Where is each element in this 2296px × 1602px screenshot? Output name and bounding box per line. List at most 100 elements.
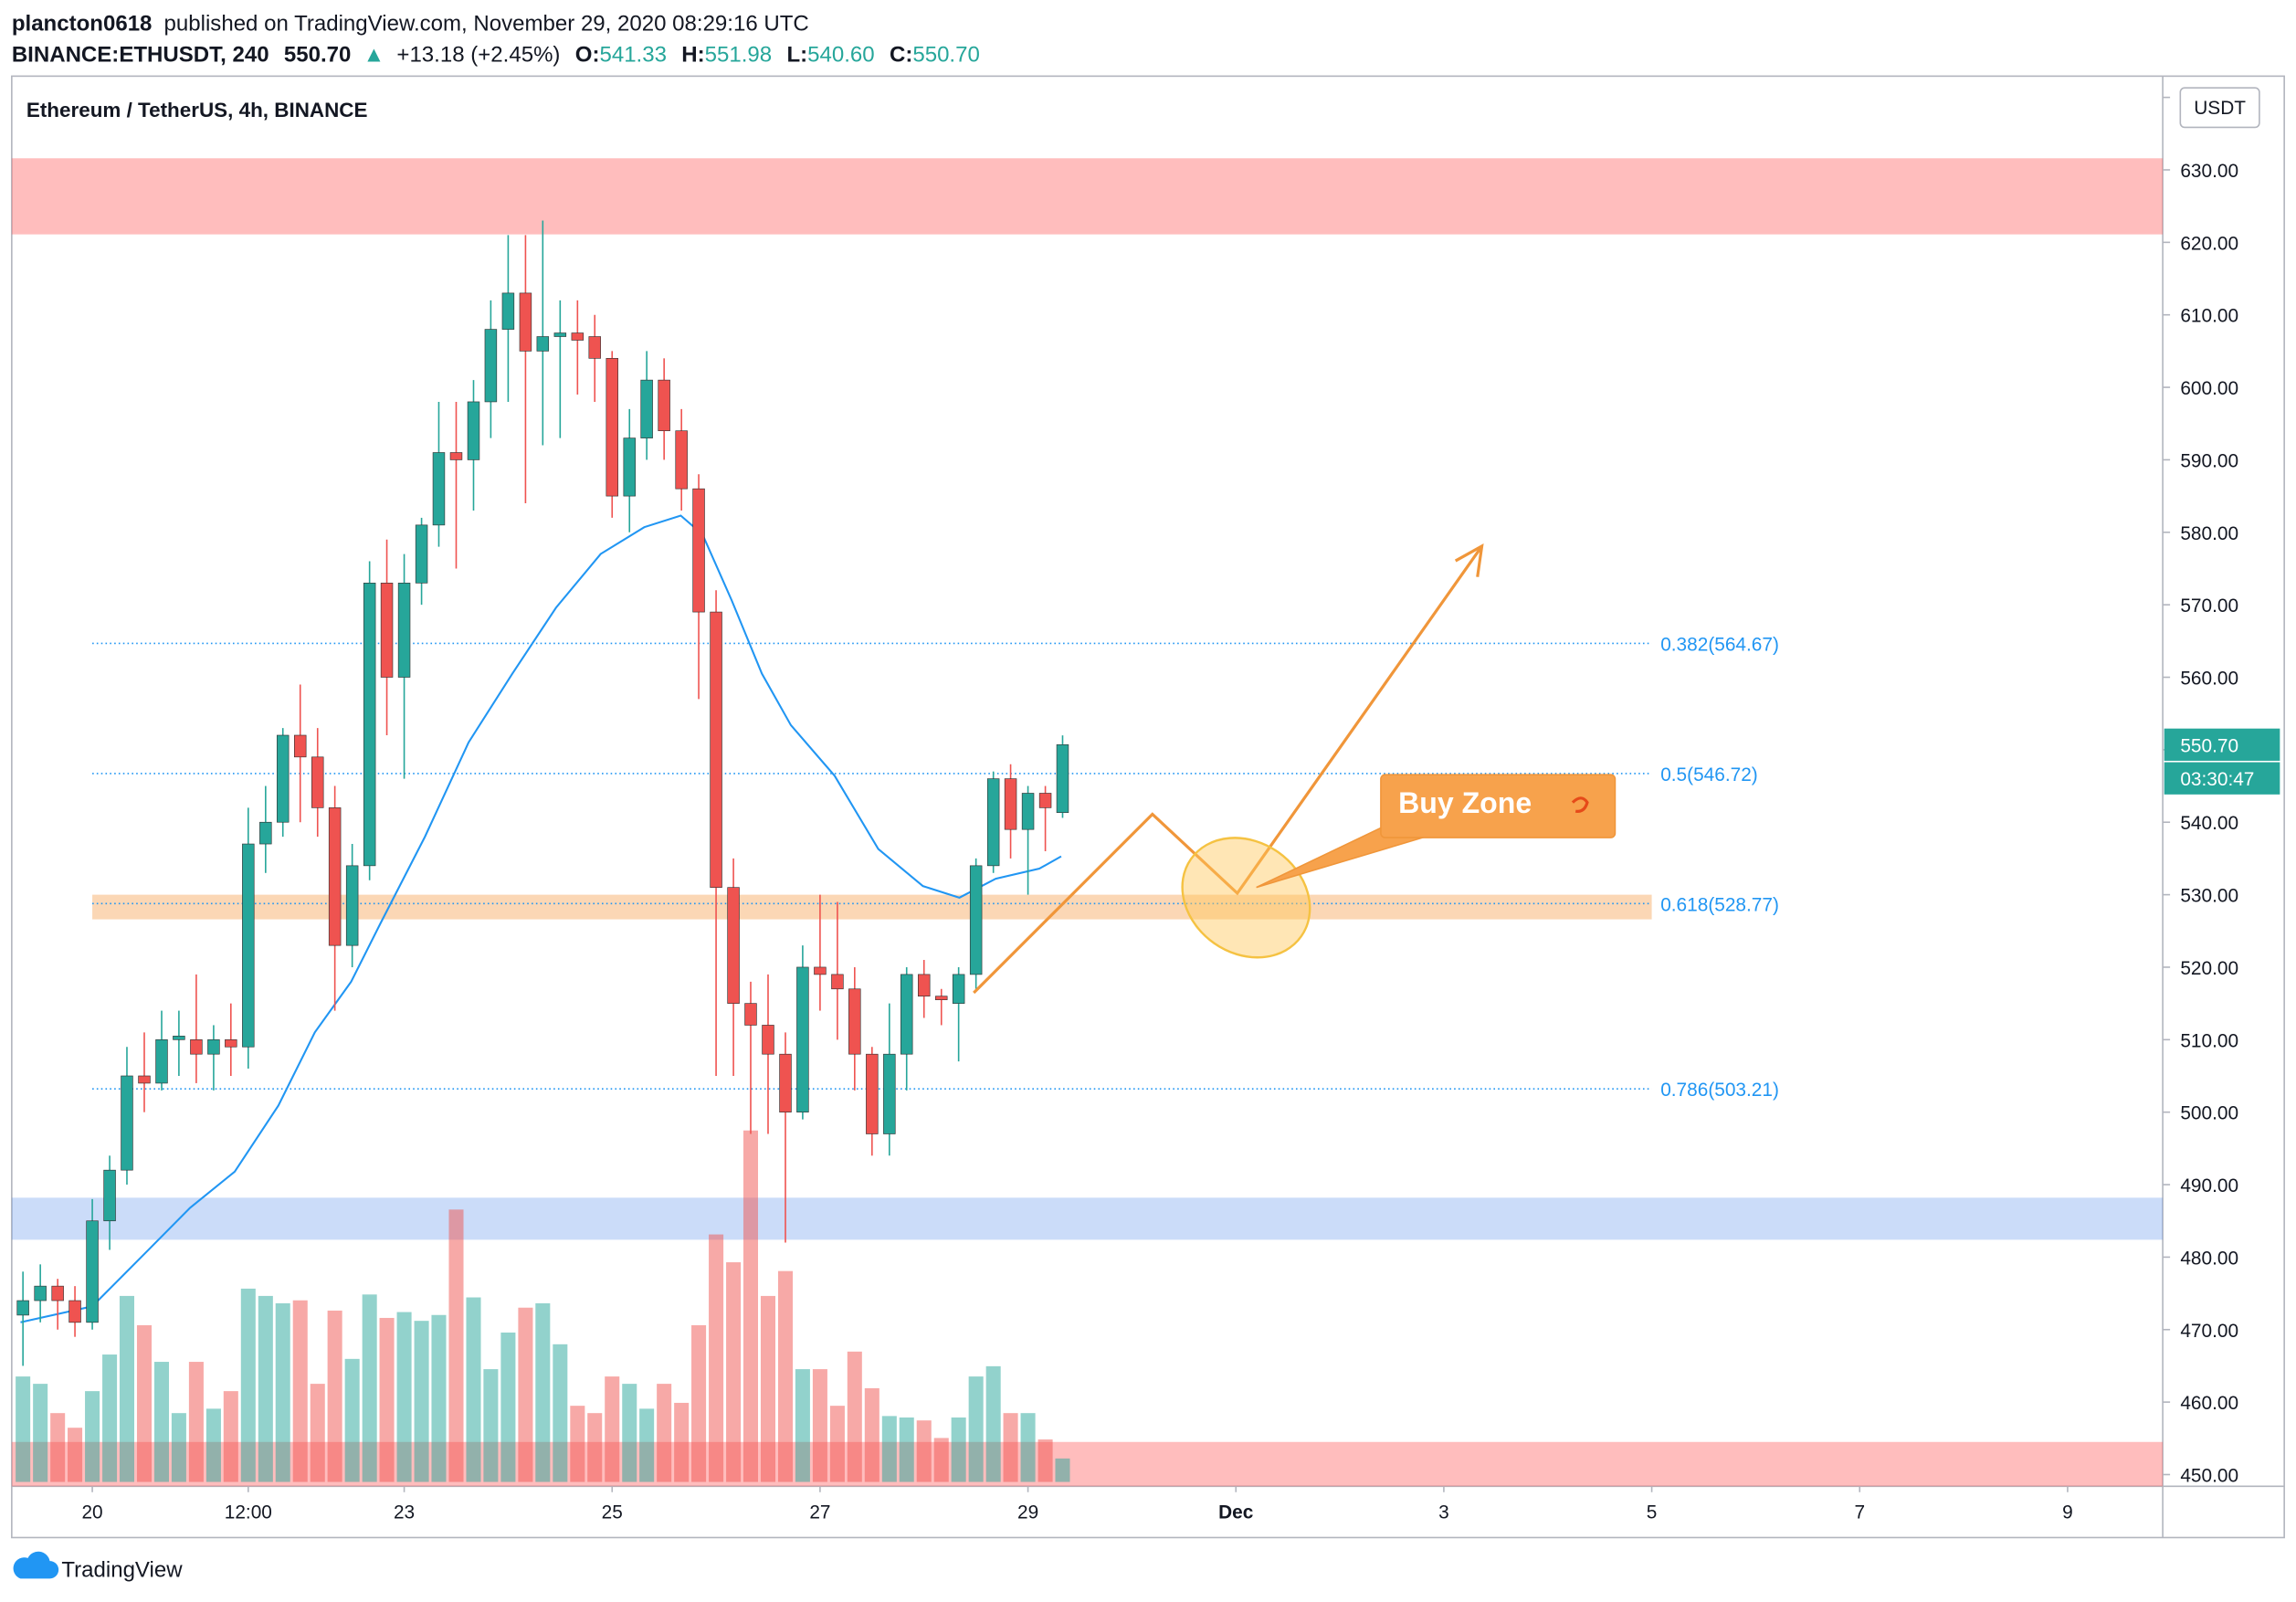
volume-bar [691,1324,707,1482]
candle-body [484,329,498,403]
volume-bar [726,1262,742,1482]
candle-body [900,974,913,1055]
axes: 450.00 460.00 470.00 480.00 490.00 500.00 510.… [81,89,2280,1523]
last-price: 550.70 [284,42,352,67]
candle-body [259,821,272,845]
candle-body [86,1220,99,1323]
zone [92,894,1652,920]
y-tick-label: 530.00 [2180,886,2238,907]
candle-body [155,1038,168,1084]
candle-body [51,1285,64,1302]
candle-body [952,974,965,1004]
candle-body [814,966,827,975]
published: published on TradingView.com, November 2… [164,12,809,37]
y-tick-label: 570.00 [2180,595,2238,617]
x-tick-label: 20 [81,1502,102,1523]
ohlc-label: C: [890,42,912,67]
ohlc-label: O: [575,42,600,67]
x-tick-label: 27 [809,1502,830,1523]
x-tick-label: 5 [1647,1502,1658,1523]
candle-body [571,332,585,341]
author: plancton0618 [12,12,153,37]
volume-bar [431,1314,447,1482]
ohlc-value: 550.70 [912,42,980,67]
countdown-box [2164,762,2280,795]
volume-bar [605,1376,620,1482]
fib-label: 0.786(503.21) [1660,1080,1779,1101]
callout-icon [1571,796,1589,814]
volume-bar [483,1369,499,1482]
ohlc-value: 551.98 [705,42,773,67]
candle-body [345,865,359,946]
ohlc-value: 541.33 [599,42,667,67]
volume-bar [674,1402,690,1482]
y-tick-label: 480.00 [2180,1248,2238,1269]
volume-bar [709,1234,724,1482]
volume-bar [205,1408,221,1482]
volume-bar [881,1416,897,1482]
x-tick-label: 12:00 [225,1502,272,1523]
y-tick-label: 490.00 [2180,1175,2238,1196]
candle-body [1021,793,1035,830]
chart-frame [11,75,2285,1539]
y-tick-label: 540.00 [2180,813,2238,834]
callout-box [1380,774,1617,838]
candle-body [276,734,290,823]
volume-bar [535,1302,551,1482]
arrow-head [1454,543,1484,577]
x-tick-label: Dec [1218,1502,1253,1523]
candle-body [415,524,428,584]
volume-bar [466,1297,481,1482]
volume-bar [760,1295,776,1482]
candle-body [397,583,411,678]
volume-bar [795,1369,810,1482]
candle-body [363,583,376,867]
volume-bar [379,1317,395,1482]
candle-body [866,1053,879,1134]
volume-bar [33,1384,48,1482]
ohlc-label: H: [681,42,704,67]
volume-bar [951,1417,966,1482]
candle-body [328,807,342,946]
volume-bar [50,1413,66,1482]
volume-bar [657,1384,672,1482]
volume-bar [933,1438,949,1482]
volume-bar [414,1321,429,1482]
volume-bar [639,1408,655,1482]
volume-bar [153,1362,170,1482]
volume-bar [518,1307,533,1482]
currency-box [2179,87,2260,129]
chart-title: Ethereum / TetherUS, 4h, BINANCE [26,99,368,121]
x-tick-label: 9 [2062,1502,2073,1523]
volume-bar [553,1344,568,1482]
fib-label: 0.5(546.72) [1660,764,1758,785]
volume-bar [1055,1458,1070,1482]
x-tick-label: 3 [1438,1502,1449,1523]
candle-body [553,332,567,337]
volume-bar [1037,1439,1053,1482]
candle-body [588,336,601,359]
volume-bar [344,1358,360,1482]
candle-body [779,1053,792,1112]
volume-bar [68,1428,83,1482]
volume-bar [16,1376,31,1482]
zone [11,1197,2164,1240]
candle-body [207,1038,220,1055]
x-tick-label: 23 [394,1502,415,1523]
candle-body [848,988,861,1055]
volume-bar [85,1391,100,1482]
y-tick-label: 590.00 [2180,450,2238,471]
candle-body [68,1300,81,1323]
candle-body [986,778,1000,867]
candle-body [692,488,705,613]
fib-label: 0.618(528.77) [1660,894,1779,915]
y-tick-label: 500.00 [2180,1103,2238,1124]
candle-body [969,865,983,975]
volume-bar [171,1413,186,1482]
volume-bar [570,1406,585,1482]
buy-ellipse [1181,837,1311,959]
candle-body [501,292,515,330]
callout-text: Buy Zone [1398,786,1532,819]
